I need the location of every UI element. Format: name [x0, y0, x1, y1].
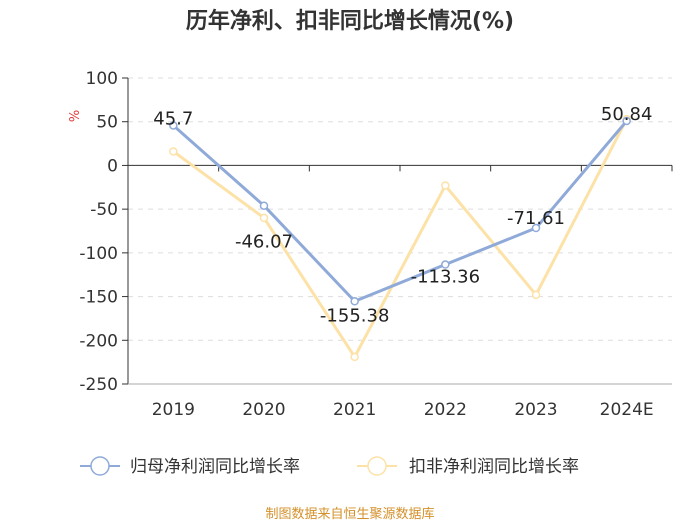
series-1-point-4: [531, 223, 541, 233]
source-note: 制图数据来自恒生聚源数据库: [265, 506, 434, 522]
x-tick-label-5: 2024E: [600, 400, 654, 420]
series-1-point-2: [350, 297, 359, 306]
data-label-3: -113.36: [411, 267, 480, 288]
series-2-point-1: [259, 213, 269, 223]
y-tick-label-2: 0: [107, 156, 118, 176]
x-tick-label-0: 2019: [152, 400, 195, 420]
chart-title: 历年净利、扣非同比增长情况(%): [186, 8, 514, 34]
series-2-point-2: [350, 352, 359, 362]
y-tick-label-7: -250: [79, 375, 118, 395]
y-tick-label-0: 100: [86, 69, 118, 89]
data-labels: 45.7 -46.07 -155.38 -113.36 -71.61 50.84: [153, 104, 652, 326]
x-tick-label-3: 2022: [424, 400, 467, 420]
x-tick-label-2: 2021: [333, 400, 376, 420]
y-axis-unit-label: %: [68, 110, 83, 122]
data-label-5: 50.84: [601, 104, 653, 125]
x-tick-label-4: 2023: [514, 400, 557, 420]
x-tick-label-1: 2020: [242, 400, 285, 420]
series-1-point-3: [441, 260, 450, 269]
gridlines: [128, 77, 672, 385]
series-line-1: [172, 120, 628, 303]
y-tick-label-1: 50: [96, 113, 118, 133]
legend: 归母净利润同比增长率 扣非净利润同比增长率: [80, 456, 579, 477]
series-2-point-0: [169, 147, 178, 156]
axes: 100 50 0 -50 -100 -150 -200 -250 2019 2020 2021 202…: [79, 69, 673, 420]
data-label-2: -155.38: [320, 305, 389, 326]
data-label-0: 45.7: [153, 108, 193, 129]
series-1-point-0: [169, 121, 178, 130]
legend-marker-1: [90, 456, 110, 476]
legend-label-2: 扣非净利润同比增长率: [409, 457, 579, 477]
legend-label-1: 归母净利润同比增长率: [130, 457, 300, 477]
data-label-4: -71.61: [507, 208, 565, 229]
y-tick-label-3: -50: [90, 200, 118, 220]
series-1-point-5: [622, 116, 631, 126]
y-tick-label-6: -200: [79, 331, 118, 351]
series-2-point-4: [531, 290, 541, 300]
data-label-1: -46.07: [235, 232, 293, 253]
series-layer: [169, 114, 631, 362]
series-2-point-3: [441, 181, 450, 190]
series-1-point-1: [259, 201, 269, 210]
y-tick-label-5: -150: [79, 288, 118, 308]
legend-marker-2: [367, 456, 387, 476]
series-line-2: [172, 118, 628, 359]
y-tick-label-4: -100: [79, 244, 118, 264]
